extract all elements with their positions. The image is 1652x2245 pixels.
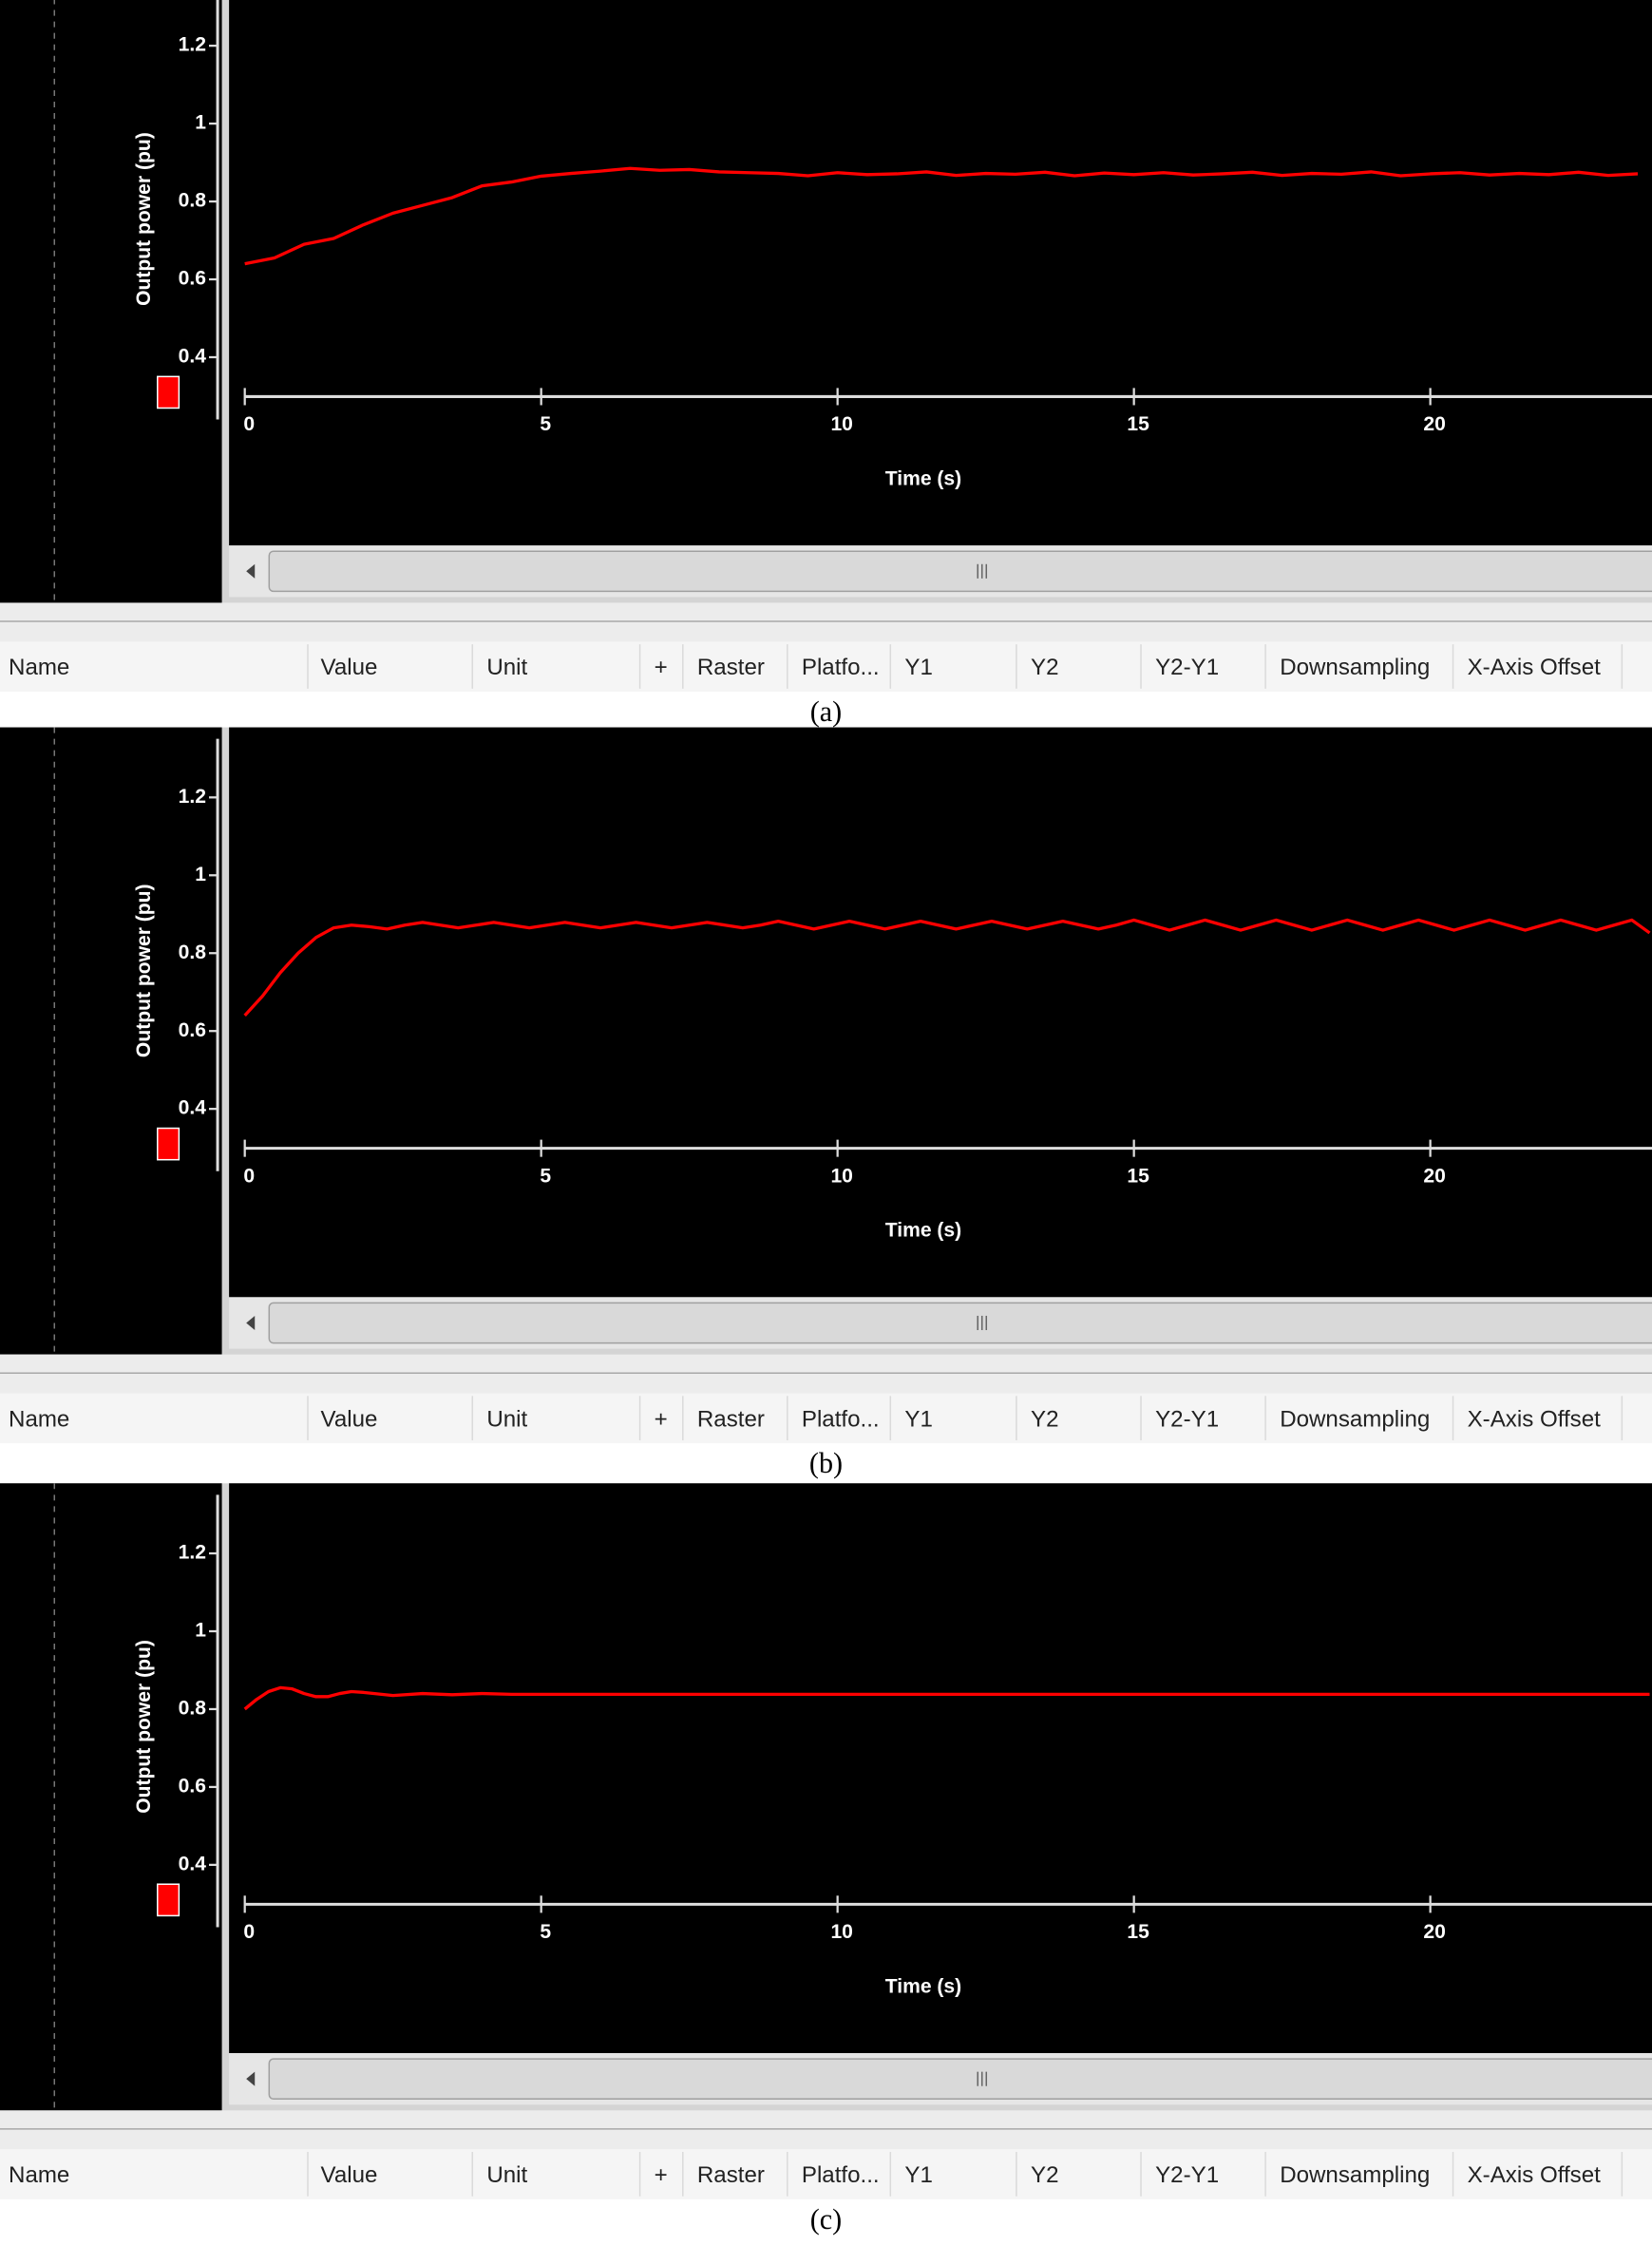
column-header: X-Axis Offset: [1468, 2162, 1602, 2188]
column-header: Platfo...: [802, 1406, 880, 1432]
column-header: Raster: [697, 655, 765, 680]
caption: (c): [810, 2203, 842, 2235]
column-header: Y2: [1031, 2162, 1058, 2188]
column-header: Name: [9, 2162, 69, 2188]
x-axis-label: Time (s): [885, 1220, 961, 1242]
y-tick-label: 0.8: [179, 942, 207, 963]
panel: Name Value Unit + Raster Platfo... Y1 Y2 Y2-Y1 Do…: [0, 1483, 1652, 2245]
y-tick-label: 0.8: [179, 190, 207, 212]
column-header: Raster: [697, 2162, 765, 2188]
y-tick-label: 1.2: [179, 1542, 206, 1564]
scroll-left-arrow: [246, 2071, 256, 2086]
y-tick-label: 1.2: [179, 786, 206, 808]
column-header: Y1: [904, 655, 932, 680]
scroll-thumb: [268, 2058, 1652, 2101]
column-header: Y2-Y1: [1155, 655, 1219, 680]
table-header: [0, 2149, 1652, 2199]
column-header: Downsampling: [1280, 2162, 1430, 2188]
x-tick-label: 15: [1127, 1921, 1149, 1943]
legend-swatch: [157, 375, 180, 409]
x-tick-label: 5: [540, 1165, 551, 1187]
scroll-thumb: [268, 550, 1652, 593]
caption: (a): [810, 695, 842, 728]
x-tick-label: 20: [1423, 1165, 1445, 1187]
table-header: [0, 1393, 1652, 1444]
y-tick-label: 0.4: [179, 346, 207, 368]
x-tick-label: 10: [830, 1165, 852, 1187]
y-tick-label: 0.6: [179, 1775, 206, 1797]
caption-area: [0, 2198, 1652, 2245]
y-axis-label: Output power (pu): [133, 884, 155, 1057]
plot-area: [229, 1483, 1652, 2054]
plot-area: [229, 0, 1652, 546]
y-tick-label: 0.8: [179, 1698, 207, 1720]
x-tick-label: 20: [1423, 413, 1445, 435]
y-tick-label: 0.4: [179, 1097, 207, 1119]
y-tick-label: 0.6: [179, 1019, 206, 1041]
scroll-left-arrow: [246, 1315, 256, 1331]
column-header: Y2: [1031, 1406, 1058, 1432]
y-tick-label: 1: [195, 112, 206, 134]
column-header: Name: [9, 1406, 69, 1432]
signal-list-pane: [0, 0, 222, 603]
column-header: X-Axis Offset: [1468, 655, 1602, 680]
column-header: Value: [321, 1406, 378, 1432]
column-header: +: [655, 1406, 668, 1432]
x-tick-label: 10: [830, 413, 852, 435]
x-axis-label: Time (s): [885, 467, 961, 489]
scroll-left-arrow: [246, 563, 256, 579]
y-tick-label: 1.2: [179, 34, 206, 56]
y-axis-label: Output power (pu): [133, 1640, 155, 1814]
column-header: Platfo...: [802, 2162, 880, 2188]
caption: (b): [809, 1447, 843, 1479]
column-header: Value: [321, 655, 378, 680]
x-tick-label: 0: [243, 1165, 255, 1187]
y-tick-label: 1: [195, 864, 206, 885]
column-header: Value: [321, 2162, 378, 2188]
column-header: +: [655, 655, 668, 680]
x-tick-label: 15: [1127, 413, 1149, 435]
x-tick-label: 5: [540, 413, 551, 435]
column-header: Raster: [697, 1406, 765, 1432]
x-tick-label: 0: [243, 413, 255, 435]
column-header: Y2-Y1: [1155, 1406, 1219, 1432]
column-header: Downsampling: [1280, 655, 1430, 680]
column-header: Y1: [904, 2162, 932, 2188]
legend-swatch: [157, 1127, 180, 1161]
column-header: Y2-Y1: [1155, 2162, 1219, 2188]
splitter: [0, 2110, 1652, 2150]
column-header: Y1: [904, 1406, 932, 1432]
table-header: [0, 641, 1652, 692]
x-tick-label: 0: [243, 1921, 255, 1943]
y-axis-label: Output power (pu): [133, 132, 155, 306]
x-axis-label: Time (s): [885, 1975, 961, 1997]
column-header: Unit: [486, 2162, 527, 2188]
y-tick-label: 0.6: [179, 268, 206, 290]
column-header: +: [655, 2162, 668, 2188]
column-header: Platfo...: [802, 655, 880, 680]
column-header: Downsampling: [1280, 1406, 1430, 1432]
column-header: Unit: [486, 1406, 527, 1432]
signal-list-pane: [0, 727, 222, 1355]
x-tick-label: 15: [1127, 1165, 1149, 1187]
data-line: [243, 1685, 1650, 1711]
data-line: [244, 166, 1639, 266]
y-tick-label: 0.4: [179, 1853, 207, 1874]
x-tick-label: 10: [830, 1921, 852, 1943]
panel: Name Value Unit + Raster Platfo... Y1 Y2 Y2-Y1 Do…: [0, 0, 1652, 750]
legend-swatch: [157, 1883, 180, 1917]
column-header: Name: [9, 655, 69, 680]
signal-list-pane: [0, 1483, 222, 2111]
data-line: [243, 918, 1651, 1017]
x-tick-label: 5: [540, 1921, 551, 1943]
scroll-thumb: [268, 1302, 1652, 1344]
column-header: Unit: [486, 655, 527, 680]
panel: Name Value Unit + Raster Platfo... Y1 Y2 Y2-Y1 Do…: [0, 727, 1652, 1501]
column-header: Y2: [1031, 655, 1058, 680]
x-tick-label: 20: [1423, 1921, 1445, 1943]
column-header: X-Axis Offset: [1468, 1406, 1602, 1432]
y-tick-label: 1: [195, 1620, 206, 1642]
plot-area: [229, 727, 1652, 1298]
